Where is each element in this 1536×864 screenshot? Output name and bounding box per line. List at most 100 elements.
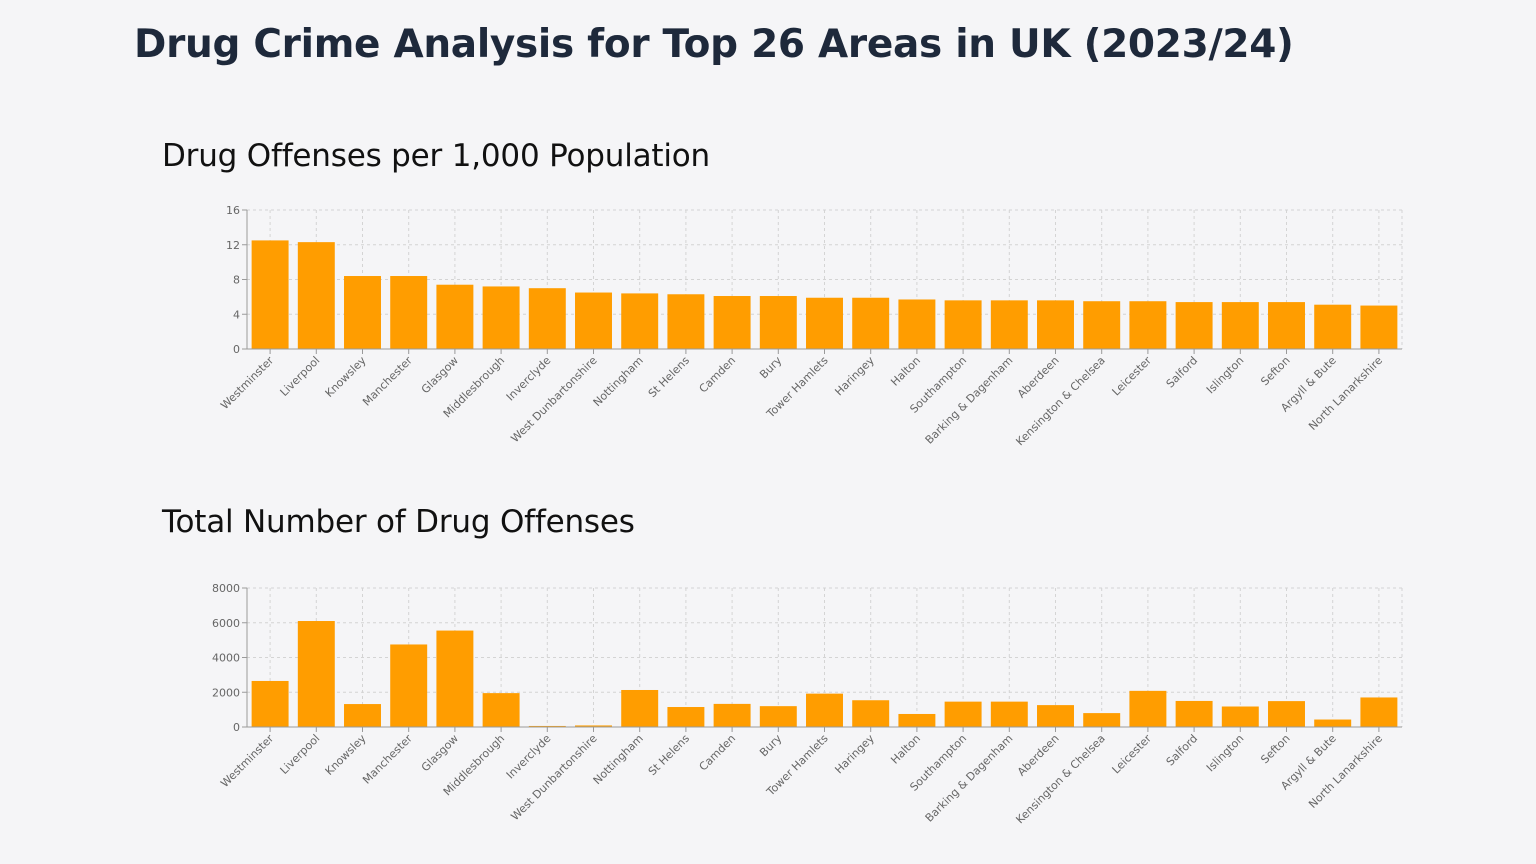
x-tick-label: Halton (888, 732, 923, 767)
x-tick-label: Liverpool (278, 354, 323, 399)
bar[interactable] (1037, 300, 1074, 349)
bar[interactable] (1175, 700, 1213, 727)
y-tick-label: 6000 (212, 617, 240, 630)
x-tick-label: Halton (888, 354, 923, 389)
bar[interactable] (944, 701, 982, 727)
bar[interactable] (390, 276, 428, 349)
bar[interactable] (482, 693, 520, 727)
bar[interactable] (1268, 302, 1305, 349)
x-tick-label: Haringey (832, 732, 877, 777)
x-tick-label: Manchester (360, 732, 415, 787)
chart-title-offenses-per-1000: Drug Offenses per 1,000 Population (162, 138, 710, 174)
bar[interactable] (344, 276, 381, 349)
x-tick-label: Kensington & Chelsea (1013, 354, 1107, 448)
bar[interactable] (759, 296, 797, 349)
x-tick-label: Leicester (1110, 732, 1155, 777)
bar[interactable] (1360, 305, 1398, 349)
x-tick-label: St Helens (646, 354, 692, 400)
x-tick-label: West Dunbartonshire (508, 732, 599, 823)
y-tick-label: 0 (233, 721, 240, 734)
x-tick-label: Sefton (1258, 732, 1292, 766)
bar[interactable] (990, 300, 1028, 349)
x-tick-label: Inverclyde (504, 354, 554, 404)
bar[interactable] (528, 725, 566, 727)
y-tick-label: 8000 (212, 582, 240, 595)
bar[interactable] (1083, 713, 1121, 727)
bar[interactable] (1268, 701, 1305, 727)
page-title: Drug Crime Analysis for Top 26 Areas in … (134, 22, 1294, 67)
chart-title-total-offenses: Total Number of Drug Offenses (162, 504, 635, 540)
bar[interactable] (621, 293, 659, 349)
bar[interactable] (621, 689, 659, 727)
x-tick-label: Knowsley (323, 732, 369, 778)
bar[interactable] (713, 703, 751, 727)
bar[interactable] (1221, 706, 1259, 728)
x-tick-label: Bury (757, 354, 785, 382)
bar[interactable] (898, 299, 936, 349)
bar[interactable] (852, 297, 890, 349)
bar[interactable] (944, 300, 982, 349)
x-tick-label: Westminster (218, 732, 276, 790)
x-tick-label: Manchester (360, 354, 415, 409)
bar[interactable] (436, 284, 474, 349)
bar[interactable] (713, 296, 751, 349)
bar[interactable] (1221, 302, 1259, 349)
bar[interactable] (528, 288, 566, 349)
x-tick-label: Westminster (218, 354, 276, 412)
x-tick-label: Nottingham (591, 732, 646, 787)
x-tick-label: Barking & Dagenham (923, 732, 1016, 825)
x-tick-label: Inverclyde (504, 732, 554, 782)
bar[interactable] (806, 297, 843, 349)
bar[interactable] (482, 286, 520, 349)
bar-chart-offenses-per-1000: 0 4 8 12 16 Westminster Liverpool KnowsleyManch… (218, 204, 1403, 448)
bar[interactable] (1129, 690, 1167, 727)
x-tick-label: Liverpool (278, 732, 323, 777)
x-tick-label: Islington (1204, 354, 1246, 396)
bar[interactable] (1083, 301, 1121, 349)
x-tick-label: Glasgow (419, 732, 461, 774)
bar[interactable] (575, 292, 612, 349)
x-tick-label: Barking & Dagenham (923, 354, 1016, 447)
bar[interactable] (1037, 705, 1074, 727)
bar[interactable] (436, 630, 474, 727)
y-tick-label: 8 (233, 274, 240, 287)
y-tick-label: 2000 (212, 686, 240, 699)
x-tick-label: Sefton (1258, 354, 1292, 388)
bar[interactable] (575, 725, 612, 727)
bar[interactable] (759, 706, 797, 727)
x-tick-label: St Helens (646, 732, 692, 778)
x-tick-label: Islington (1204, 732, 1246, 774)
x-tick-label: Glasgow (419, 354, 461, 396)
bar[interactable] (251, 240, 289, 349)
y-tick-label: 16 (226, 204, 240, 217)
bar[interactable] (297, 242, 335, 349)
x-tick-label: Kensington & Chelsea (1013, 732, 1107, 826)
y-tick-label: 4 (233, 308, 240, 321)
bar[interactable] (1314, 304, 1352, 349)
bar[interactable] (806, 693, 843, 727)
bar[interactable] (990, 701, 1028, 727)
y-tick-label: 4000 (212, 652, 240, 665)
bar[interactable] (1175, 302, 1213, 349)
x-tick-label: West Dunbartonshire (508, 354, 599, 445)
bar[interactable] (667, 707, 705, 727)
bar[interactable] (898, 713, 936, 727)
bar[interactable] (667, 294, 705, 349)
bar[interactable] (1129, 301, 1167, 349)
bar-chart-total-offenses: 0 2000 4000 6000 8000 Westminster Liverpool Kno… (212, 582, 1403, 826)
x-tick-label: Camden (697, 732, 739, 774)
x-tick-label: Leicester (1110, 354, 1155, 399)
bar[interactable] (852, 700, 890, 727)
x-tick-label: Haringey (832, 354, 877, 399)
bar[interactable] (251, 680, 289, 727)
x-tick-label: Knowsley (323, 354, 369, 400)
bar[interactable] (297, 621, 335, 727)
x-tick-label: Salford (1164, 354, 1201, 391)
x-tick-label: Aberdeen (1015, 732, 1062, 779)
bar[interactable] (1360, 697, 1398, 727)
x-tick-label: Nottingham (591, 354, 646, 409)
bar[interactable] (344, 704, 381, 727)
bar[interactable] (1314, 719, 1352, 727)
bar[interactable] (390, 644, 428, 727)
